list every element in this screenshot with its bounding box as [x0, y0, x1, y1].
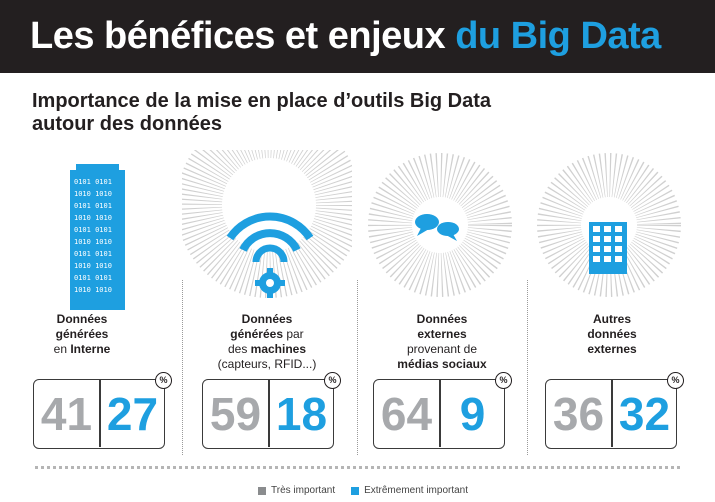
- chart-subtitle: Importance de la mise en place d’outils …: [32, 90, 552, 136]
- page-title: Les bénéfices et enjeux du Big Data: [30, 15, 661, 58]
- svg-text:0101 0101: 0101 0101: [74, 226, 112, 234]
- legend-swatch-gray: [258, 486, 266, 495]
- svg-text:0101 0101: 0101 0101: [74, 202, 112, 210]
- svg-text:1010 1010: 1010 1010: [74, 214, 112, 222]
- category-machines: Données générées par des machines (capte…: [182, 150, 352, 465]
- extremement-important-value: 9: [459, 388, 486, 440]
- extremement-important-value: 32: [618, 388, 671, 440]
- svg-text:1010 1010: 1010 1010: [74, 262, 112, 270]
- chart-legend: Très important Extrêmement important: [258, 485, 468, 496]
- percent-badge: %: [667, 372, 684, 389]
- extremement-important-value: 18: [275, 388, 328, 440]
- building-tower-icon: 0101 0101 1010 1010 0101 0101 1010 1010 01…: [70, 164, 125, 310]
- dotted-divider: [35, 466, 680, 469]
- column-separator: [182, 280, 183, 455]
- title-part-2: du Big Data: [455, 15, 661, 57]
- values-box: 64 9 %: [373, 372, 512, 449]
- column-separator: [357, 280, 358, 455]
- tres-important-value: 36: [552, 388, 605, 440]
- values-box: 59 18 %: [202, 372, 341, 449]
- category-internal: 0101 0101 1010 1010 0101 0101 1010 1010 01…: [0, 150, 172, 465]
- column-separator: [527, 280, 528, 455]
- percent-badge: %: [155, 372, 172, 389]
- svg-text:0101 0101: 0101 0101: [74, 274, 112, 282]
- percent-badge: %: [324, 372, 341, 389]
- svg-text:1010 1010: 1010 1010: [74, 286, 112, 294]
- values-box: 41 27 %: [33, 372, 172, 449]
- header-banner: Les bénéfices et enjeux du Big Data: [0, 0, 715, 73]
- tres-important-value: 64: [380, 388, 433, 440]
- chat-bubbles-icon: [368, 153, 512, 297]
- title-part-1: Les bénéfices et enjeux: [30, 15, 456, 57]
- office-building-icon: [537, 153, 681, 297]
- category-social-media: Données externes provenant de médias soc…: [357, 150, 527, 465]
- legend-swatch-blue: [351, 486, 360, 495]
- tres-important-value: 41: [40, 388, 93, 440]
- values-box: 36 32 %: [545, 372, 684, 449]
- category-label: Données générées en Interne: [53, 312, 111, 356]
- category-label: Données externes provenant de médias soc…: [397, 312, 487, 371]
- legend-item-tres-important: Très important: [258, 485, 335, 496]
- svg-text:1010 1010: 1010 1010: [74, 190, 112, 198]
- percent-badge: %: [495, 372, 512, 389]
- category-other-external: Autres données externes 36 32 %: [527, 150, 697, 465]
- subtitle-line-2: autour des données: [32, 113, 223, 135]
- svg-text:1010 1010: 1010 1010: [74, 238, 112, 246]
- category-label: Autres données externes: [587, 312, 637, 356]
- legend-item-extremement-important: Extrêmement important: [351, 485, 468, 496]
- svg-text:0101 0101: 0101 0101: [74, 250, 112, 258]
- svg-text:0101 0101: 0101 0101: [74, 178, 112, 186]
- extremement-important-value: 27: [106, 388, 159, 440]
- tres-important-value: 59: [209, 388, 262, 440]
- subtitle-line-1: Importance de la mise en place d’outils …: [32, 90, 492, 112]
- wifi-gear-icon: [182, 150, 352, 298]
- category-label: Données générées par des machines (capte…: [217, 312, 317, 371]
